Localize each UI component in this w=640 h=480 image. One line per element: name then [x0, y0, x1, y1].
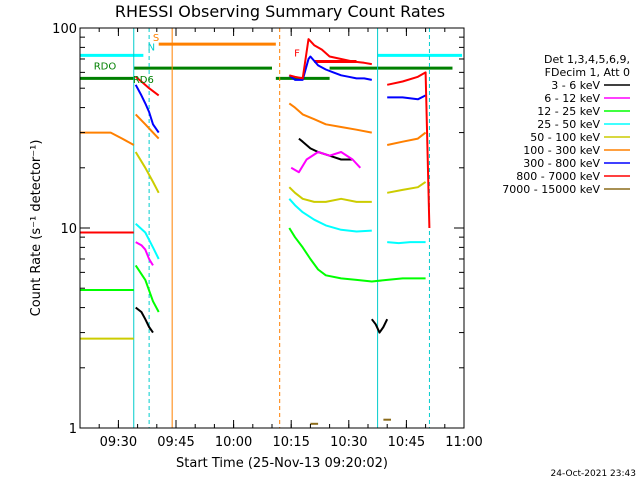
x-tick-label-1: 09:45 — [157, 435, 194, 450]
series-4-segment-1 — [134, 151, 160, 194]
y-tick-label-2: 100 — [52, 22, 77, 37]
chart-title: RHESSI Observing Summary Count Rates — [115, 2, 445, 21]
legend-entry-2: 12 - 25 keV — [537, 105, 600, 118]
legend-entry-4: 50 - 100 keV — [530, 131, 600, 144]
legend-header-line-1: Det 1,3,4,5,6,9, — [544, 53, 630, 66]
legend: Det 1,3,4,5,6,9, FDecim 1, Att 0 3 - 6 k… — [502, 53, 630, 196]
x-tick-label-5: 10:45 — [388, 435, 425, 450]
x-tick-label-0: 09:30 — [100, 435, 137, 450]
series-2-segment-2 — [288, 227, 426, 283]
plot-series — [80, 38, 431, 425]
legend-entry-7: 800 - 7000 keV — [516, 170, 600, 183]
series-4-segment-3 — [387, 181, 427, 194]
y-axis-label: Count Rate (s⁻¹ detector⁻¹) — [29, 140, 44, 317]
x-axis-label: Start Time (25-Nov-13 09:20:02) — [176, 456, 388, 471]
legend-entry-3: 25 - 50 keV — [537, 118, 600, 131]
series-0-segment-0 — [135, 306, 154, 334]
legend-entry-8: 7000 - 15000 keV — [502, 183, 600, 196]
series-1-segment-1 — [290, 151, 362, 174]
annotations: RDO RD6 SN F — [94, 33, 300, 86]
series-5-segment-0 — [80, 131, 135, 146]
series-3-segment-1 — [288, 198, 372, 233]
series-3-segment-0 — [135, 223, 160, 260]
x-tick-label-6: 11:00 — [445, 435, 482, 450]
series-1-segment-0 — [135, 241, 154, 266]
legend-entry-1: 6 - 12 keV — [544, 92, 600, 105]
annotation-3: N — [148, 43, 155, 54]
legend-entry-5: 100 - 300 keV — [523, 144, 600, 157]
x-tick-label-2: 10:00 — [215, 435, 252, 450]
y-axis: 1 10 100 — [52, 22, 464, 437]
series-7-segment-3 — [386, 71, 431, 229]
series-6-segment-2 — [387, 94, 427, 101]
y-tick-label-1: 10 — [60, 222, 77, 237]
annotation-2: S — [153, 33, 159, 44]
series-2-segment-1 — [134, 264, 160, 313]
x-tick-label-4: 10:30 — [330, 435, 367, 450]
legend-entry-0: 3 - 6 keV — [551, 79, 600, 92]
annotation-4: F — [294, 49, 300, 60]
legend-entry-6: 300 - 800 keV — [523, 157, 600, 170]
generation-timestamp: 24-Oct-2021 23:43 — [551, 469, 636, 479]
observing-bands — [80, 28, 463, 428]
series-6-segment-0 — [134, 84, 160, 134]
annotation-0: RDO — [94, 62, 117, 73]
x-tick-label-3: 10:15 — [272, 435, 309, 450]
legend-header-line-2: FDecim 1, Att 0 — [545, 66, 630, 79]
annotation-1: RD6 — [133, 75, 154, 86]
series-6-segment-1 — [288, 55, 372, 81]
y-tick-label-0: 1 — [69, 422, 77, 437]
series-5-segment-1 — [134, 113, 160, 140]
series-4-segment-2 — [288, 186, 372, 203]
series-7-segment-1 — [135, 76, 160, 97]
series-7-segment-2 — [289, 38, 372, 80]
series-5-segment-2 — [288, 102, 372, 134]
series-0-segment-1 — [371, 318, 389, 334]
series-3-segment-2 — [387, 241, 426, 245]
x-axis: 09:30 09:45 10:00 10:15 10:30 10:45 11:00 — [79, 28, 483, 450]
series-5-segment-3 — [386, 131, 427, 146]
